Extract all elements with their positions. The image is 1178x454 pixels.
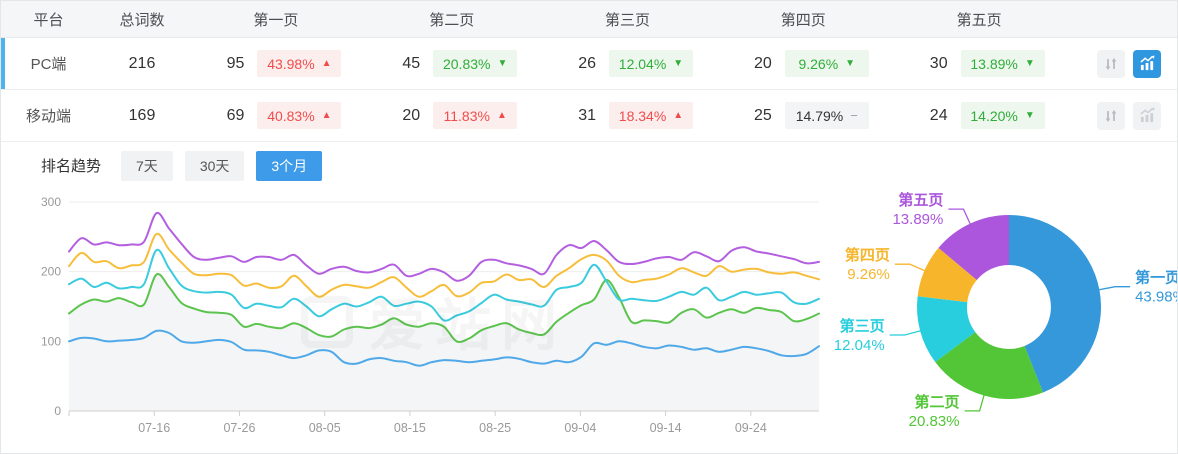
- line-chart-svg: 0 100 200 300 07-16 07-26 08-05 08-15 08-25 09-04…: [41, 195, 820, 435]
- col-header-page1: 第一页: [253, 11, 299, 29]
- svg-text:12.04%: 12.04%: [834, 337, 885, 354]
- trend-arrow-icon: ▼: [845, 57, 856, 69]
- donut-chart-svg: 第一页 43.98% 第二页 20.83% 第三页 12.04% 第四页 9.26% 第五页 13…: [834, 191, 1178, 430]
- trend-chart-icon: [1139, 55, 1154, 71]
- trend-arrow-icon: ▲: [496, 109, 507, 121]
- svg-text:第四页: 第四页: [845, 246, 890, 264]
- col-header-page5: 第五页: [956, 11, 1002, 29]
- page5-change-badge: 13.89% ▼: [960, 50, 1045, 77]
- svg-text:0: 0: [54, 404, 61, 418]
- tab-3-months[interactable]: 3个月: [256, 150, 323, 181]
- table-row-mobile[interactable]: 移动端 169 69 40.83% ▲ 20 11.83% ▲ 31 18.34% ▲…: [1, 90, 1177, 142]
- page5-count: 24: [929, 106, 948, 124]
- col-header-page2: 第二页: [429, 11, 475, 29]
- trend-arrow-icon: ▲: [321, 57, 332, 69]
- page2-count: 45: [402, 54, 421, 72]
- svg-text:200: 200: [41, 265, 61, 279]
- svg-text:第五页: 第五页: [898, 191, 943, 209]
- sort-button[interactable]: [1097, 101, 1125, 130]
- trend-chart-button[interactable]: [1133, 101, 1161, 130]
- col-header-page4: 第四页: [780, 11, 826, 29]
- page3-count: 31: [578, 106, 596, 124]
- total-words-value: 216: [128, 54, 156, 72]
- page3-count: 26: [578, 54, 596, 72]
- trend-arrow-icon: ▼: [673, 57, 684, 69]
- col-header-page3: 第三页: [604, 11, 650, 29]
- col-header-platform: 平台: [33, 11, 64, 29]
- page2-change-badge: 20.83% ▼: [433, 50, 518, 77]
- trend-arrow-icon: −: [850, 108, 858, 123]
- page1-change-badge: 40.83% ▲: [257, 102, 342, 129]
- trend-arrow-icon: ▼: [497, 57, 508, 69]
- charts-area: 0 100 200 300 07-16 07-26 08-05 08-15 08-25 09-04…: [1, 189, 1177, 453]
- up-down-arrows-icon: [1105, 109, 1117, 122]
- svg-text:100: 100: [41, 334, 61, 348]
- svg-text:07-26: 07-26: [223, 421, 255, 435]
- trend-chart-icon: [1139, 107, 1154, 123]
- trend-arrow-icon: ▲: [321, 109, 332, 121]
- svg-text:300: 300: [41, 195, 61, 209]
- page3-change-badge: 12.04% ▼: [608, 50, 693, 77]
- col-header-total: 总词数: [119, 11, 165, 29]
- page3-change-badge: 18.34% ▲: [608, 102, 693, 129]
- trend-arrow-icon: ▼: [1024, 109, 1035, 121]
- platform-label: 移动端: [25, 108, 71, 125]
- trend-arrow-icon: ▼: [1024, 57, 1035, 69]
- table-row-pc[interactable]: PC端 216 95 43.98% ▲ 45 20.83% ▼ 26 12.04% ▼…: [1, 38, 1177, 90]
- page4-count: 25: [753, 106, 772, 124]
- svg-text:第一页: 第一页: [1135, 269, 1178, 287]
- svg-text:13.89%: 13.89%: [892, 211, 943, 228]
- rank-trend-line-chart: 0 100 200 300 07-16 07-26 08-05 08-15 08-25 09-04…: [1, 189, 829, 447]
- tab-30-days[interactable]: 30天: [184, 150, 245, 181]
- svg-text:09-04: 09-04: [564, 421, 596, 435]
- table-header: 平台 总词数 第一页 第二页 第三页 第四页 第五页: [1, 1, 1177, 38]
- page5-count: 30: [929, 54, 948, 72]
- trend-controls: 排名趋势 7天 30天 3个月: [1, 142, 1177, 189]
- page4-count: 20: [753, 54, 772, 72]
- page1-change-badge: 43.98% ▲: [257, 50, 342, 77]
- page-share-donut-chart: 第一页 43.98% 第二页 20.83% 第三页 12.04% 第四页 9.26% 第五页 13…: [829, 189, 1178, 453]
- page5-change-badge: 14.20% ▼: [960, 102, 1045, 129]
- page1-count: 69: [226, 106, 245, 124]
- svg-text:43.98%: 43.98%: [1135, 289, 1178, 306]
- svg-text:20.83%: 20.83%: [909, 413, 960, 430]
- total-words-value: 169: [128, 106, 156, 124]
- page1-count: 95: [226, 54, 245, 72]
- svg-text:07-16: 07-16: [138, 421, 170, 435]
- trend-arrow-icon: ▲: [673, 109, 684, 121]
- svg-text:第三页: 第三页: [840, 317, 885, 335]
- trend-chart-button[interactable]: [1133, 49, 1161, 78]
- page4-change-badge: 14.79% −: [784, 102, 869, 129]
- svg-text:9.26%: 9.26%: [847, 266, 890, 283]
- svg-text:08-15: 08-15: [394, 421, 426, 435]
- page2-change-badge: 11.83% ▲: [433, 102, 518, 129]
- up-down-arrows-icon: [1105, 57, 1117, 70]
- svg-text:08-05: 08-05: [309, 421, 341, 435]
- trend-section-title: 排名趋势: [41, 158, 102, 175]
- page2-count: 20: [402, 106, 421, 124]
- platform-label: PC端: [30, 56, 67, 73]
- sort-button[interactable]: [1097, 49, 1125, 78]
- svg-text:09-24: 09-24: [735, 421, 767, 435]
- svg-text:第二页: 第二页: [915, 393, 960, 411]
- svg-text:08-25: 08-25: [479, 421, 511, 435]
- tab-7-days[interactable]: 7天: [121, 150, 173, 181]
- svg-text:09-14: 09-14: [650, 421, 682, 435]
- page4-change-badge: 9.26% ▼: [784, 50, 869, 77]
